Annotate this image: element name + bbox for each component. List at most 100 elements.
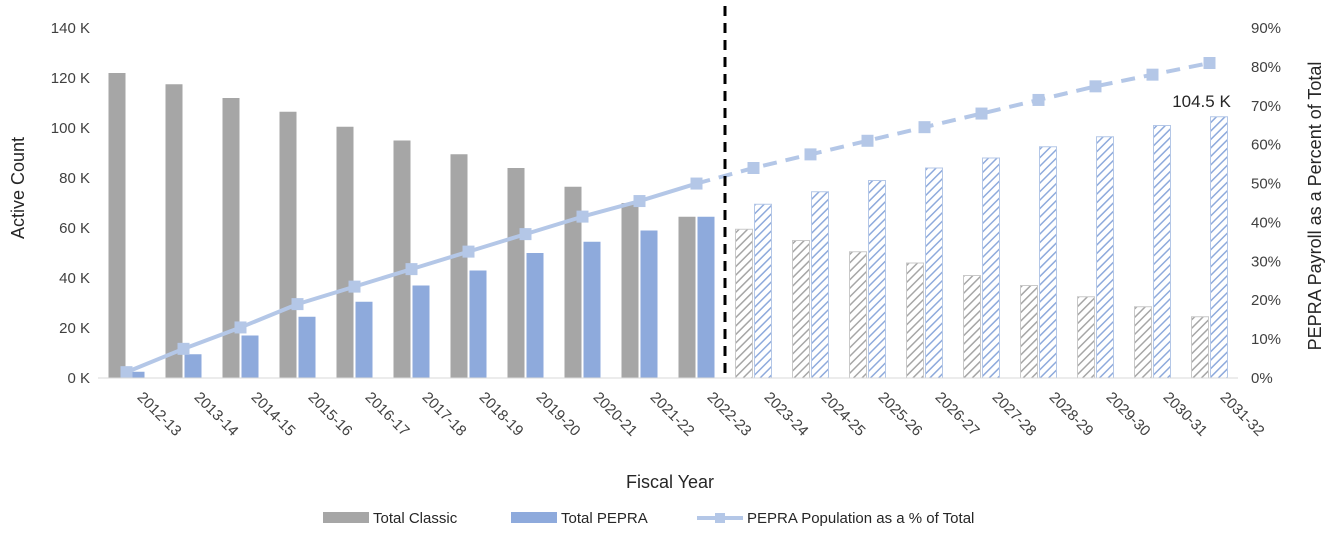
legend-swatch-classic: [323, 512, 369, 523]
legend-label-classic: Total Classic: [373, 510, 458, 527]
x-tick-label: 2031-32: [1217, 389, 1268, 440]
bar-total-classic-2019-20: [507, 168, 525, 378]
y2-tick-label: 30%: [1251, 253, 1281, 270]
legend: Total Classic Total PEPRA PEPRA Populati…: [323, 510, 974, 527]
bar-total-classic-2014-15: [222, 98, 240, 378]
legend-swatch-line-marker: [715, 513, 725, 523]
bar-total-pepra-2020-21: [583, 241, 601, 378]
bar-total-pepra-2026-27: [925, 167, 943, 379]
x-tick-label: 2012-13: [134, 389, 185, 440]
bar-total-classic-2018-19: [450, 154, 468, 378]
bar-total-pepra-2024-25: [811, 191, 829, 379]
x-tick-label: 2022-23: [704, 389, 755, 440]
bar-total-classic-2017-18: [393, 140, 411, 378]
bar-total-pepra-2023-24: [754, 203, 772, 379]
line-point-2028-29: [1032, 93, 1045, 106]
x-tick-label: 2030-31: [1160, 389, 1211, 440]
bar-total-pepra-2015-16: [298, 316, 316, 378]
bars: [108, 73, 1228, 379]
line-point-2015-16: [291, 298, 304, 311]
bar-total-pepra-2019-20: [526, 253, 544, 378]
y-axis-ticks: 0 K 20 K 40 K 60 K 80 K 100 K 120 K 140 K: [51, 20, 90, 387]
bar-total-pepra-2016-17: [355, 301, 373, 378]
x-tick-label: 2018-19: [476, 389, 527, 440]
x-tick-label: 2020-21: [590, 389, 641, 440]
bar-total-pepra-2027-28: [982, 157, 1000, 379]
y2-tick-label: 80%: [1251, 59, 1281, 76]
y-tick-label: 0 K: [67, 370, 90, 387]
x-tick-label: 2014-15: [248, 389, 299, 440]
x-tick-label: 2013-14: [191, 389, 242, 440]
x-tick-label: 2017-18: [419, 389, 470, 440]
bar-total-pepra-2029-30: [1096, 136, 1114, 379]
line-point-2027-28: [975, 107, 988, 120]
y-tick-label: 80 K: [59, 170, 90, 187]
bar-total-pepra-2014-15: [241, 335, 259, 378]
line-segment-actual: [125, 181, 698, 375]
bar-total-classic-2026-27: [906, 262, 924, 379]
annotation-label: 104.5 K: [1172, 92, 1231, 111]
line-point-2029-30: [1089, 80, 1102, 93]
legend-label-percent: PEPRA Population as a % of Total: [747, 510, 974, 527]
line-point-2013-14: [177, 342, 190, 355]
bar-total-classic-2015-16: [279, 111, 297, 378]
y2-tick-label: 40%: [1251, 214, 1281, 231]
line-point-2024-25: [804, 148, 817, 161]
line-point-2018-19: [462, 245, 475, 258]
line-point-2019-20: [519, 228, 532, 241]
x-tick-label: 2025-26: [875, 389, 926, 440]
y-tick-label: 120 K: [51, 70, 90, 87]
bar-total-pepra-2030-31: [1153, 125, 1171, 379]
bar-total-classic-2012-13: [108, 73, 126, 378]
y-tick-label: 60 K: [59, 220, 90, 237]
y2-tick-label: 70%: [1251, 98, 1281, 115]
y-axis-title: Active Count: [8, 137, 28, 239]
x-tick-label: 2019-20: [533, 389, 584, 440]
x-tick-label: 2026-27: [932, 389, 983, 440]
y2-tick-label: 50%: [1251, 176, 1281, 193]
bar-total-classic-2025-26: [849, 251, 867, 379]
x-tick-label: 2028-29: [1046, 389, 1097, 440]
line-point-2030-31: [1146, 68, 1159, 81]
bar-total-pepra-2017-18: [412, 285, 430, 378]
line-point-2012-13: [120, 366, 133, 379]
x-tick-label: 2023-24: [761, 389, 812, 440]
legend-swatch-pepra: [511, 512, 557, 523]
x-tick-label: 2029-30: [1103, 389, 1154, 440]
x-axis-title: Fiscal Year: [626, 472, 714, 492]
bar-total-pepra-2013-14: [184, 354, 202, 378]
x-axis-ticks: 2012-13 2013-14 2014-15 2015-16 2016-17 2017-…: [134, 389, 1268, 440]
y-tick-label: 40 K: [59, 270, 90, 287]
line-point-2023-24: [747, 162, 760, 174]
bar-total-classic-2016-17: [336, 126, 354, 378]
bar-total-classic-2022-23: [678, 216, 696, 378]
line-point-2016-17: [348, 280, 361, 293]
line-point-2017-18: [405, 263, 418, 276]
line-point-2014-15: [234, 321, 247, 334]
y2-tick-label: 10%: [1251, 331, 1281, 348]
bar-total-classic-2031-32: [1191, 316, 1209, 379]
y2-axis-ticks: 0% 10% 20% 30% 40% 50% 60% 70% 80% 90%: [1251, 20, 1281, 387]
bar-total-pepra-2018-19: [469, 270, 487, 378]
line-point-2022-23: [690, 177, 703, 190]
y2-tick-label: 20%: [1251, 292, 1281, 309]
bar-total-classic-2020-21: [564, 186, 582, 378]
x-tick-label: 2024-25: [818, 389, 869, 440]
bar-total-classic-2028-29: [1020, 285, 1038, 379]
line-point-2026-27: [918, 121, 931, 134]
x-tick-label: 2015-16: [305, 389, 356, 440]
line-point-2025-26: [861, 134, 874, 147]
line-point-2031-32: [1203, 57, 1216, 69]
x-tick-label: 2027-28: [989, 389, 1040, 440]
y2-tick-label: 0%: [1251, 370, 1273, 387]
bar-total-classic-2030-31: [1134, 306, 1152, 379]
bar-total-classic-2023-24: [735, 228, 753, 379]
legend-label-pepra: Total PEPRA: [561, 510, 648, 527]
bar-total-pepra-2012-13: [127, 371, 145, 378]
bar-total-pepra-2025-26: [868, 180, 886, 379]
y-tick-label: 140 K: [51, 20, 90, 37]
bar-total-pepra-2021-22: [640, 230, 658, 378]
pepra-percent-line: [120, 57, 1216, 379]
y-tick-label: 20 K: [59, 320, 90, 337]
